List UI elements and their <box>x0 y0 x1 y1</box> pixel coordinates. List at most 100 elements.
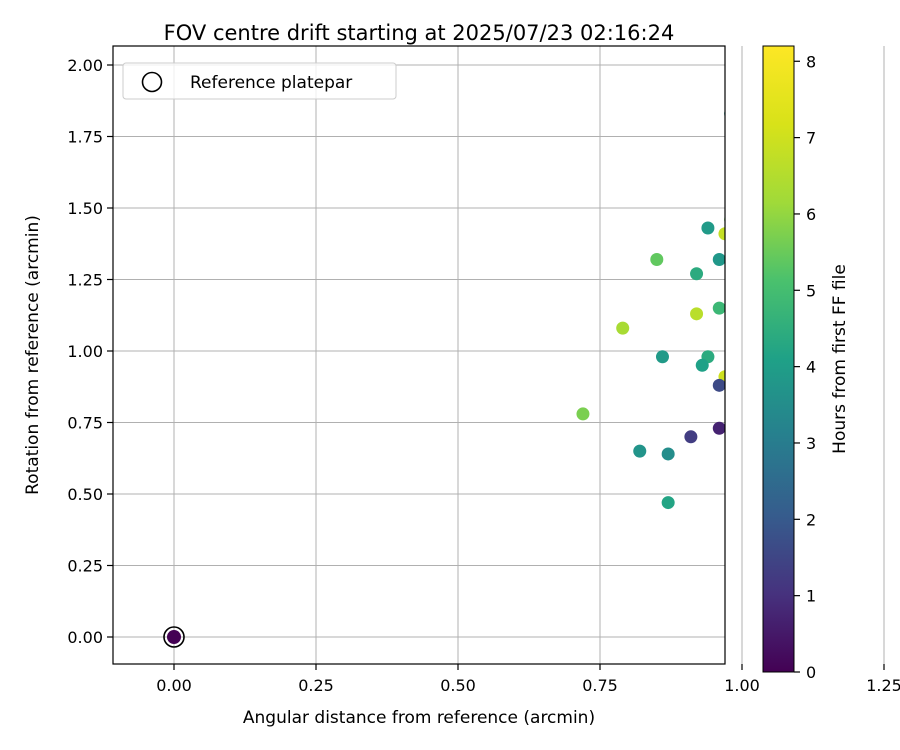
y-tick-label: 0.75 <box>67 414 103 433</box>
data-point <box>855 345 868 358</box>
colorbar-tick-label: 5 <box>806 281 816 300</box>
data-point <box>616 321 630 335</box>
data-point <box>860 196 873 209</box>
data-point <box>712 252 725 266</box>
data-point <box>695 358 709 372</box>
data-point <box>883 419 896 432</box>
data-point <box>809 304 822 317</box>
colorbar-tick-label: 0 <box>806 663 816 682</box>
colorbar-ticks: 0 1 2 3 4 5 6 7 8 <box>794 52 816 682</box>
scatter-points <box>576 73 900 543</box>
x-tick-label: 0.00 <box>156 676 192 695</box>
reference-point-ring <box>163 626 185 648</box>
plot-frame <box>112 45 726 665</box>
data-point <box>895 287 900 300</box>
y-axis-label: Rotation from reference (arcmin) <box>23 215 43 495</box>
y-tick-label: 0.00 <box>67 628 103 647</box>
colorbar-tick-label: 1 <box>806 587 816 606</box>
data-point <box>860 416 873 429</box>
data-point <box>815 259 828 272</box>
data-point <box>724 110 725 117</box>
legend: Reference platepar <box>122 62 397 100</box>
data-point <box>661 447 675 461</box>
data-point <box>849 513 862 526</box>
data-point <box>730 322 743 335</box>
data-point <box>826 73 839 86</box>
data-point <box>724 216 725 223</box>
y-tick-label: 0.25 <box>67 557 103 576</box>
data-point <box>826 230 839 243</box>
data-point <box>849 530 862 543</box>
data-point <box>849 436 862 449</box>
data-point <box>855 336 868 349</box>
x-tick-label: 1.00 <box>724 676 760 695</box>
data-point <box>815 345 828 358</box>
data-point <box>809 385 822 398</box>
chart-title: FOV centre drift starting at 2025/07/23 … <box>164 21 675 45</box>
data-point <box>889 453 900 466</box>
data-point <box>883 304 896 317</box>
colorbar-tick-label: 2 <box>806 510 816 529</box>
data-point <box>895 385 900 398</box>
data-point <box>872 382 885 395</box>
colorbar-tick-label: 3 <box>806 434 816 453</box>
data-point <box>701 221 715 235</box>
reference-point <box>163 626 185 648</box>
data-point <box>730 287 743 300</box>
data-point <box>712 301 725 315</box>
data-point <box>747 390 760 403</box>
data-point <box>832 465 845 478</box>
data-point <box>849 202 862 215</box>
data-point <box>832 184 845 197</box>
x-tick-label: 0.75 <box>582 676 618 695</box>
y-tick-label: 1.75 <box>67 128 103 147</box>
legend-box <box>122 62 397 100</box>
data-point <box>883 250 896 263</box>
colorbar <box>762 45 795 673</box>
data-point <box>741 356 754 369</box>
data-point <box>798 496 811 509</box>
data-point <box>804 410 817 423</box>
data-point <box>866 264 879 277</box>
data-point <box>832 505 845 518</box>
data-point <box>650 252 664 266</box>
data-point <box>690 267 704 281</box>
data-point <box>798 264 811 277</box>
data-point <box>883 276 896 289</box>
data-point <box>889 204 900 217</box>
reference-point-dot <box>167 630 181 644</box>
data-point <box>895 407 900 420</box>
y-tick-label: 1.00 <box>67 342 103 361</box>
data-point <box>838 473 851 486</box>
data-point <box>860 479 873 492</box>
data-point <box>849 327 862 340</box>
data-point <box>747 230 760 243</box>
legend-marker <box>141 71 163 93</box>
data-point <box>798 230 811 243</box>
data-point <box>718 227 725 241</box>
data-point <box>684 430 698 444</box>
grid-lines <box>113 46 885 664</box>
data-point <box>576 407 590 421</box>
data-point <box>860 293 873 306</box>
data-point <box>804 242 817 255</box>
x-tick-label: 0.50 <box>440 676 476 695</box>
data-point <box>838 219 851 232</box>
x-axis-ticks: 0.000.250.500.751.001.251.501.75 <box>156 664 900 695</box>
colorbar-label: Hours from first FF file <box>830 264 850 454</box>
colorbar-tick-label: 7 <box>806 129 816 148</box>
data-point <box>849 244 862 257</box>
data-point <box>866 493 879 506</box>
data-point <box>809 244 822 257</box>
data-point <box>712 421 725 435</box>
data-point <box>843 116 856 129</box>
data-point <box>866 356 879 369</box>
data-point <box>855 522 868 535</box>
data-point <box>849 396 862 409</box>
data-point <box>821 236 834 249</box>
x-tick-label: 0.25 <box>298 676 334 695</box>
y-tick-label: 1.50 <box>67 199 103 218</box>
data-point <box>730 405 743 418</box>
data-point <box>747 259 760 272</box>
data-point <box>661 496 675 510</box>
